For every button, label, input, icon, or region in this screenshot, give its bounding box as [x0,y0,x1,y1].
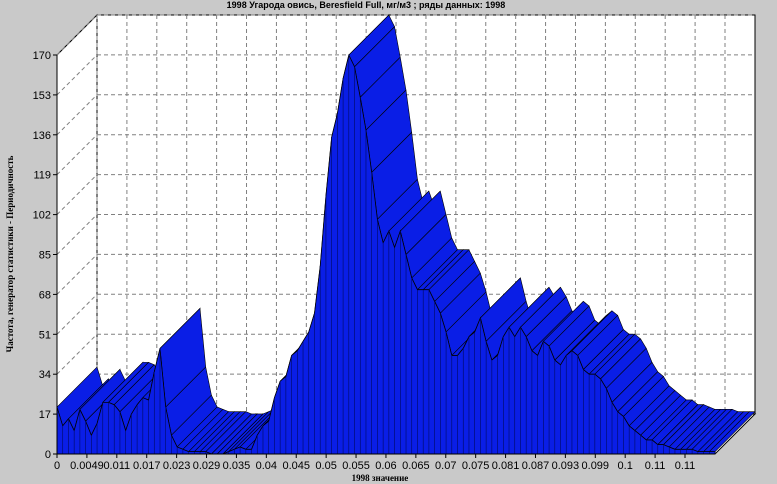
y-tick-label: 34 [39,369,51,381]
gridline-side [56,293,98,335]
x-tick-label: 0 [54,460,60,472]
x-tick-label: 0.065 [402,460,430,472]
x-tick-label: 0.029 [193,460,221,472]
x-tick-label: 0.093 [552,460,580,472]
y-axis-label: Частота, генератор статистики - Периодич… [5,155,15,352]
y-tick-label: 102 [33,210,51,222]
x-tick-label: 0.087 [522,460,550,472]
gridline-side [56,333,98,375]
x-tick-label: 0.017 [133,460,161,472]
y-tick-label: 51 [39,329,51,341]
x-tick-label: 0.081 [492,460,520,472]
gridline-side [56,14,98,56]
gridline-side [56,254,98,295]
x-axis-label: 1998 значение [352,473,409,483]
y-tick-label: 68 [39,289,51,301]
gridline-side [56,134,98,176]
gridline-side [56,94,98,136]
gridline-side [56,214,98,255]
x-tick-label: 0.075 [462,460,490,472]
x-tick-labels: 0 0.0049 0.011 0.017 0.023 0.029 0.035 0.04 0.04… [54,454,695,472]
x-tick-label: 0.1 [618,460,633,472]
y-tick-labels: 0 17 34 51 68 85 102 119 136 153 170 [33,50,57,461]
x-tick-label: 0.04 [256,460,277,472]
y-tick-label: 85 [39,250,51,262]
x-tick-label: 0.035 [223,460,251,472]
x-tick-label: 0.07 [435,460,456,472]
y-tick-label: 17 [39,409,51,421]
y-tick-label: 153 [33,90,51,102]
y-tick-label: 136 [33,130,51,142]
x-tick-label: 0.099 [582,460,610,472]
x-tick-label: 0.023 [163,460,191,472]
gridline-side [56,54,98,96]
x-tick-label: 0.11 [675,460,696,472]
x-tick-label: 0.0049 [70,460,104,472]
y-tick-label: 0 [45,449,51,461]
x-tick-label: 0.05 [315,460,336,472]
x-tick-label: 0.011 [103,460,130,472]
series-area [56,14,756,455]
x-tick-label: 0.045 [282,460,310,472]
y-tick-label: 119 [33,170,51,182]
x-tick-label: 0.06 [375,460,396,472]
y-tick-label: 170 [33,50,51,62]
x-tick-label: 0.11 [645,460,666,472]
x-tick-label: 0.055 [342,460,370,472]
chart-title: 1998 Угарода овись, Beresfield Full, мг/… [227,0,506,10]
gridline-side [56,174,98,215]
